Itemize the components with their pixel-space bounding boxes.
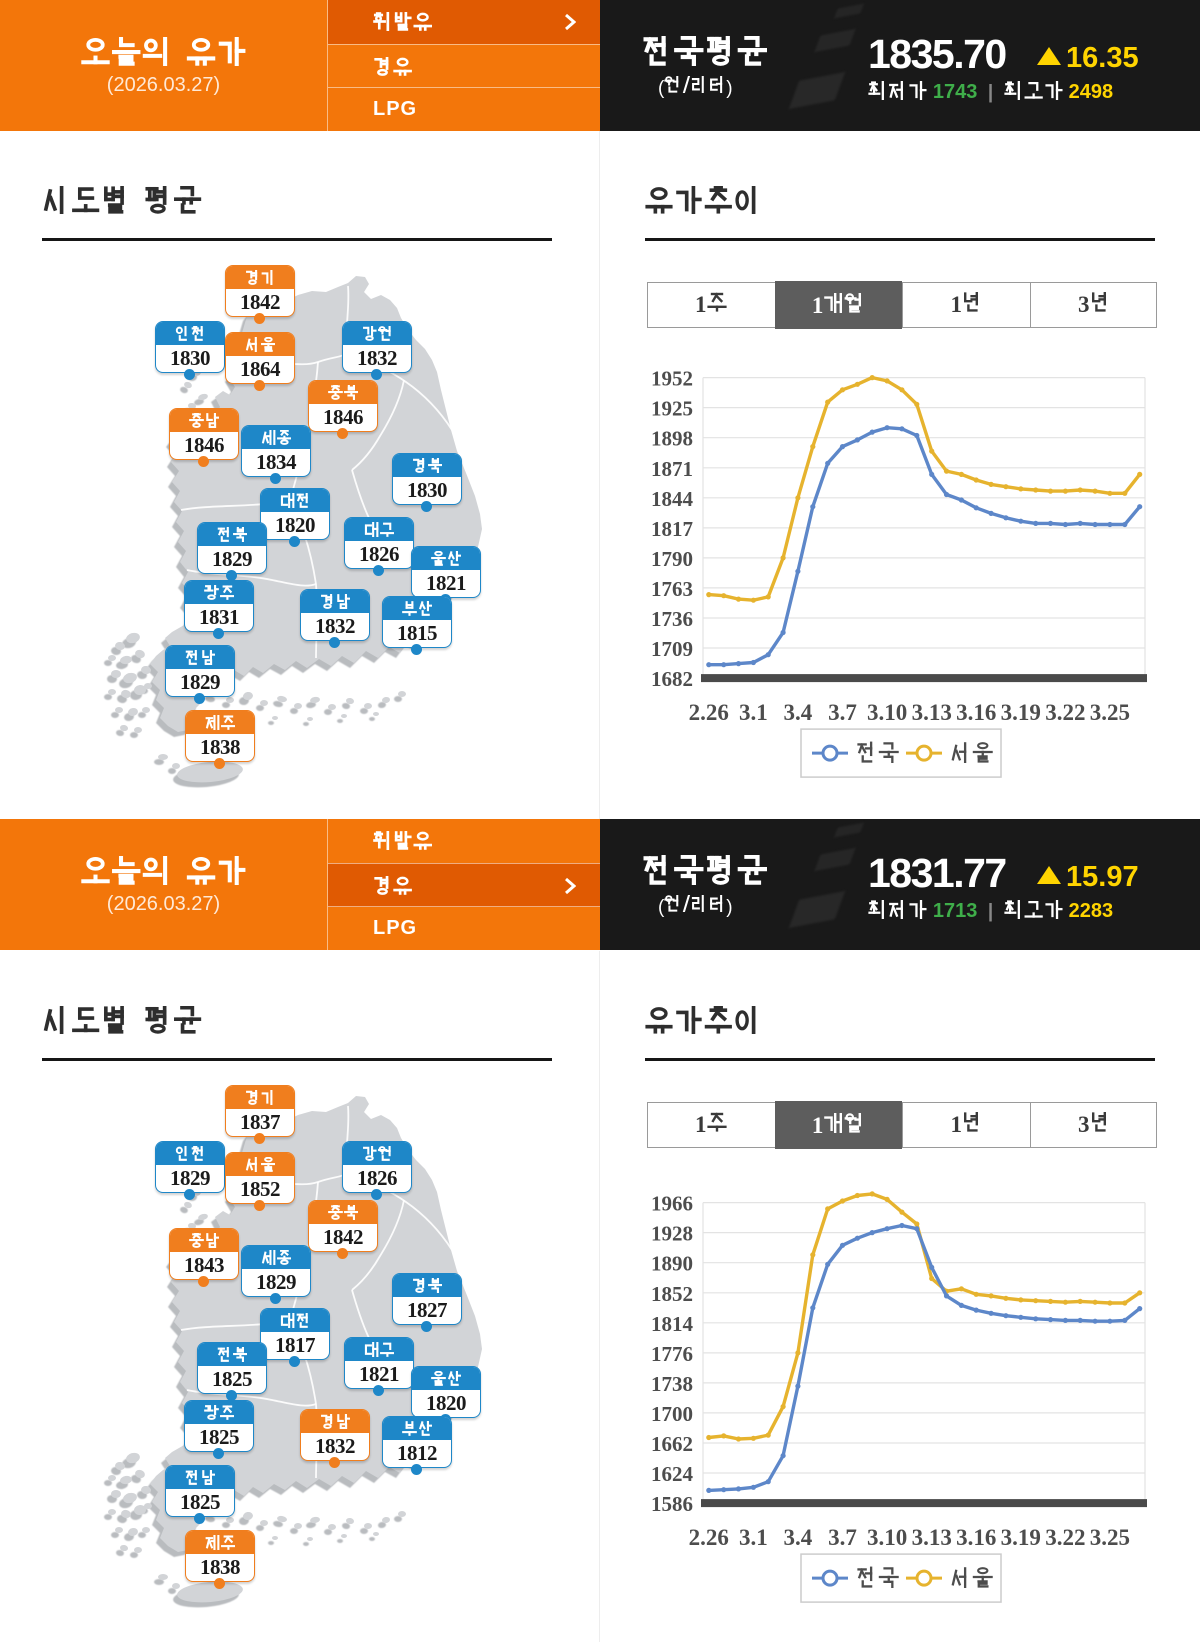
svg-text:3.1: 3.1 [739, 700, 768, 725]
svg-text:2.26: 2.26 [689, 700, 729, 725]
svg-text:1700: 1700 [651, 1402, 693, 1426]
svg-text:1966: 1966 [651, 1192, 693, 1216]
svg-text:1871: 1871 [651, 457, 693, 481]
svg-text:1898: 1898 [651, 427, 693, 451]
svg-text:1844: 1844 [651, 487, 694, 511]
svg-text:1736: 1736 [651, 607, 693, 631]
svg-text:3.7: 3.7 [828, 700, 857, 725]
svg-text:1952: 1952 [651, 367, 693, 391]
svg-text:3.16: 3.16 [956, 700, 996, 725]
svg-text:3.25: 3.25 [1090, 700, 1130, 725]
svg-text:3.22: 3.22 [1045, 1525, 1085, 1550]
svg-text:3.13: 3.13 [912, 700, 952, 725]
svg-text:1709: 1709 [651, 637, 693, 661]
svg-text:2.26: 2.26 [689, 1525, 729, 1550]
svg-text:1890: 1890 [651, 1252, 693, 1276]
svg-text:1586: 1586 [651, 1492, 693, 1516]
svg-text:3.25: 3.25 [1090, 1525, 1130, 1550]
svg-text:1624: 1624 [651, 1462, 694, 1486]
svg-text:3.10: 3.10 [867, 1525, 907, 1550]
svg-text:3.4: 3.4 [784, 700, 813, 725]
svg-text:3.19: 3.19 [1001, 700, 1041, 725]
svg-text:1763: 1763 [651, 577, 693, 601]
svg-text:3.10: 3.10 [867, 700, 907, 725]
svg-text:1817: 1817 [651, 517, 693, 541]
svg-text:3.7: 3.7 [828, 1525, 857, 1550]
svg-text:1928: 1928 [651, 1222, 693, 1246]
svg-text:3.13: 3.13 [912, 1525, 952, 1550]
svg-text:1790: 1790 [651, 547, 693, 571]
svg-text:3.1: 3.1 [739, 1525, 768, 1550]
svg-text:1738: 1738 [651, 1372, 693, 1396]
svg-text:1662: 1662 [651, 1432, 693, 1456]
svg-text:1682: 1682 [651, 667, 693, 691]
svg-text:3.19: 3.19 [1001, 1525, 1041, 1550]
svg-text:1814: 1814 [651, 1312, 694, 1336]
svg-text:3.16: 3.16 [956, 1525, 996, 1550]
svg-text:1852: 1852 [651, 1282, 693, 1306]
svg-text:3.4: 3.4 [784, 1525, 813, 1550]
svg-text:3.22: 3.22 [1045, 700, 1085, 725]
svg-text:1776: 1776 [651, 1342, 693, 1366]
svg-text:1925: 1925 [651, 397, 693, 421]
